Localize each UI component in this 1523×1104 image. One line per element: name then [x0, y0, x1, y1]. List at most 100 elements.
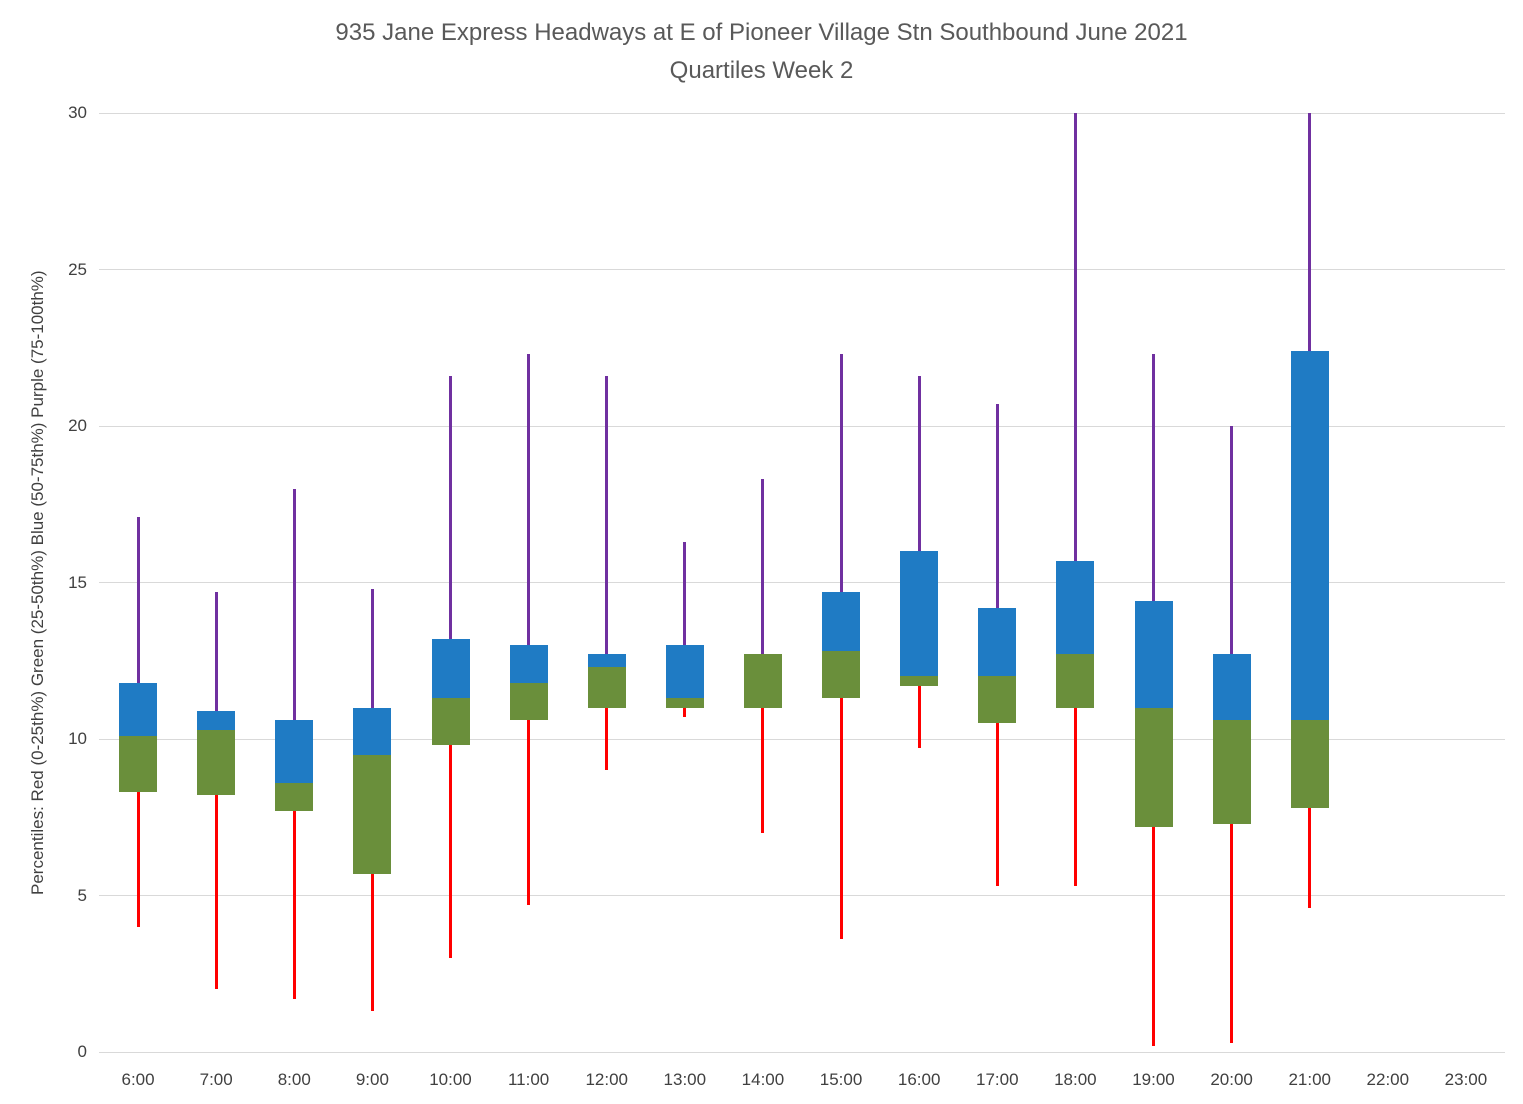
box-q25-q50-green [431, 698, 470, 746]
whisker-max-purple [214, 591, 218, 711]
box-q25-q50-green [822, 651, 861, 699]
box-q50-q75-blue [1056, 560, 1095, 655]
x-tick-label: 19:00 [1132, 1070, 1175, 1089]
x-tick-label: 23:00 [1444, 1070, 1488, 1089]
box-q25-q50-green [900, 676, 939, 686]
chart-title-line1: 935 Jane Express Headways at E of Pionee… [335, 19, 1188, 46]
box-q50-q75-blue [978, 607, 1017, 677]
whisker-max-purple [292, 488, 296, 721]
x-tick-label: 7:00 [199, 1070, 233, 1089]
box-q50-q75-blue [119, 682, 158, 736]
x-tick-label: 11:00 [507, 1070, 550, 1089]
box-q50-q75-blue [197, 710, 236, 730]
box-q50-q75-blue [587, 654, 626, 667]
y-tick-label: 15 [68, 572, 87, 592]
whisker-min-red [1230, 823, 1234, 1043]
whisker-max-purple [839, 354, 843, 592]
whisker-min-red [527, 720, 531, 905]
x-tick-label: 16:00 [897, 1070, 941, 1089]
whisker-min-red [761, 707, 765, 833]
box-q25-q50-green [1290, 720, 1329, 808]
gridline-y-25 [99, 269, 1505, 270]
whisker-min-red [292, 810, 296, 999]
gridline-y-5 [99, 895, 1505, 896]
box-q50-q75-blue [822, 591, 861, 652]
y-tick-label: 0 [77, 1042, 87, 1061]
whisker-max-purple [449, 375, 452, 639]
whisker-max-purple [370, 588, 374, 708]
whisker-min-red [136, 792, 140, 927]
box-q25-q50-green [978, 676, 1017, 724]
gridline-y-15 [99, 582, 1505, 583]
box-q25-q50-green [353, 754, 392, 874]
whisker-max-purple [761, 479, 765, 655]
y-tick-label: 5 [77, 885, 87, 905]
box-q50-q75-blue [431, 638, 470, 699]
whisker-max-purple [1230, 426, 1234, 655]
whisker-max-purple [1073, 113, 1077, 561]
whisker-min-red [1152, 826, 1155, 1046]
box-q50-q75-blue [1290, 350, 1329, 721]
whisker-min-red [1308, 807, 1312, 909]
box-q25-q50-green [1056, 654, 1095, 708]
x-tick-label: 21:00 [1288, 1070, 1331, 1089]
y-tick-label: 20 [68, 416, 87, 435]
whisker-max-purple [917, 375, 921, 552]
x-tick-label: 20:00 [1210, 1070, 1253, 1089]
whisker-min-red [370, 873, 374, 1012]
whisker-min-red [214, 795, 218, 990]
box-q25-q50-green [509, 682, 548, 721]
box-q25-q50-green [119, 735, 158, 793]
x-tick-label: 12:00 [585, 1070, 628, 1089]
box-q25-q50-green [665, 698, 704, 708]
box-q50-q75-blue [353, 707, 392, 755]
box-q50-q75-blue [1134, 601, 1173, 708]
y-tick-label: 10 [68, 729, 87, 748]
whisker-min-red [839, 698, 843, 940]
gridline-y-0 [99, 1051, 1505, 1053]
whisker-max-purple [683, 541, 687, 646]
whisker-min-red [1073, 707, 1077, 887]
box-q50-q75-blue [1212, 654, 1251, 721]
x-tick-label: 18:00 [1054, 1070, 1097, 1089]
box-q25-q50-green [1212, 720, 1251, 824]
box-q50-q75-blue [665, 645, 704, 699]
x-tick-label: 22:00 [1366, 1070, 1410, 1089]
gridline-y-10 [99, 738, 1505, 740]
gridline-y-20 [99, 425, 1505, 427]
x-tick-label: 10:00 [429, 1070, 472, 1089]
x-tick-label: 17:00 [975, 1070, 1019, 1089]
gridline-y-30 [99, 112, 1505, 114]
box-q25-q50-green [1134, 707, 1173, 827]
whisker-min-red [683, 707, 687, 718]
whisker-min-red [605, 707, 609, 771]
x-tick-label: 8:00 [277, 1070, 311, 1089]
whisker-max-purple [1308, 113, 1312, 351]
whisker-min-red [917, 685, 921, 749]
box-q25-q50-green [197, 729, 236, 796]
whisker-max-purple [136, 516, 140, 683]
whisker-min-red [995, 723, 999, 887]
chart-title-line2: Quartiles Week 2 [669, 57, 854, 84]
whisker-max-purple [1152, 354, 1155, 602]
box-q25-q50-green [743, 654, 782, 708]
x-tick-label: 13:00 [663, 1070, 707, 1089]
whisker-max-purple [605, 375, 609, 655]
box-q50-q75-blue [275, 720, 314, 783]
box-q50-q75-blue [509, 645, 548, 683]
box-q25-q50-green [587, 667, 626, 708]
whisker-max-purple [527, 354, 531, 646]
whisker-min-red [449, 745, 452, 959]
x-tick-label: 15:00 [819, 1070, 863, 1089]
box-q25-q50-green [275, 782, 314, 811]
box-q50-q75-blue [900, 551, 939, 677]
y-tick-label: 25 [68, 259, 87, 279]
x-tick-label: 14:00 [741, 1070, 785, 1089]
chart-title: 935 Jane Express Headways at E of Pionee… [0, 14, 1523, 90]
x-tick-label: 9:00 [355, 1070, 389, 1089]
y-tick-label: 30 [68, 103, 87, 122]
x-tick-label: 6:00 [121, 1070, 155, 1089]
whisker-max-purple [995, 404, 999, 608]
